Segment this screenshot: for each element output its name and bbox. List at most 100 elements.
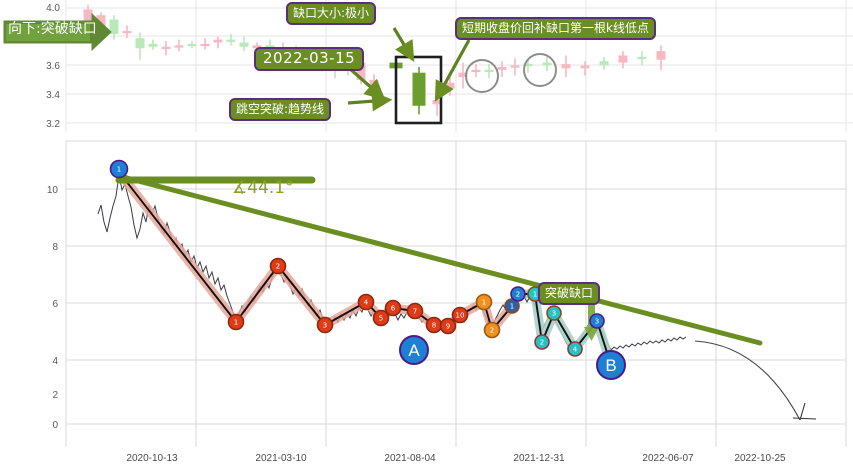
callout-gap-breakout-trendline[interactable]: 跳空突破:趋势线 [229, 98, 332, 121]
bottom-xtick-4: 2022-06-07 [642, 453, 694, 464]
wave-marker-m-t4[interactable] [567, 341, 583, 357]
forecast-arc [694, 340, 817, 421]
candle-body [618, 55, 628, 63]
top-ytick-3: 3.4 [46, 90, 60, 101]
wave-marker-m-t3[interactable] [546, 305, 562, 321]
wave-marker-label: 3 [595, 318, 599, 326]
big-marker-label: B [605, 356, 616, 375]
candle-body [161, 46, 171, 50]
candle-body [96, 15, 106, 29]
gap-fill-circle-2 [523, 53, 557, 87]
big-marker-B[interactable] [596, 350, 626, 380]
wave-marker-m-b1[interactable] [504, 298, 520, 314]
wave-marker-label: 1 [510, 303, 514, 311]
candle-body [122, 31, 132, 34]
bottom-xtick-1: 2021-03-10 [255, 453, 307, 464]
top-ytick-2: 3.6 [46, 61, 60, 72]
candle-body [542, 62, 552, 66]
candle-body [523, 64, 533, 67]
bottom-panel-y-axis: 10 8 6 4 2 0 [47, 185, 59, 431]
angle-annotation: ∡44.1° [232, 178, 294, 198]
candle-body [471, 69, 481, 73]
wave-marker-label: 1 [533, 291, 537, 299]
candle-body [83, 9, 93, 23]
bottom-ytick-5: 0 [52, 420, 58, 431]
wave-marker-m-b3[interactable] [589, 313, 605, 329]
top-ytick-4: 3.2 [46, 119, 60, 130]
wave-marker-label: 7 [413, 308, 417, 316]
wave-marker-m-9[interactable] [439, 317, 457, 335]
wave-marker-label: 2 [540, 339, 544, 347]
wave-marker-m-start[interactable] [109, 159, 129, 179]
callout-gap-size[interactable]: 缺口大小:极小 [286, 2, 377, 25]
candle-body [239, 42, 249, 47]
candle-body [637, 56, 647, 60]
candle-body [445, 82, 455, 89]
wave-marker-label: 2 [276, 263, 280, 271]
wave-marker-label: 9 [446, 323, 450, 331]
candle-body [458, 72, 468, 77]
candle-body [265, 45, 275, 49]
wave-marker-m-o1[interactable] [475, 293, 493, 311]
wave-marker-m-o2[interactable] [483, 321, 501, 339]
bottom-ytick-2: 6 [52, 299, 58, 310]
candle-body [510, 65, 520, 68]
wave-marker-m-b2[interactable] [510, 286, 526, 302]
wave-marker-m-7[interactable] [406, 302, 424, 320]
candle-body [484, 69, 494, 73]
bottom-panel-grid [65, 140, 847, 447]
callout-breakout-gap[interactable]: 突破缺口 [538, 282, 601, 305]
bottom-xtick-5: 2022-10-25 [734, 453, 786, 464]
candle-body [213, 39, 223, 43]
candle-body [252, 45, 262, 49]
wave-marker-label: 3 [552, 310, 556, 318]
candle-body [432, 100, 442, 105]
wave-marker-label: 8 [432, 322, 436, 330]
callout-down-breakout-gap[interactable]: 向下:突破缺口 [8, 21, 97, 37]
candle-body [174, 45, 184, 48]
wave-marker-label: 10 [456, 312, 465, 320]
annotation-arrows-top [347, 27, 471, 112]
wave-marker-label: 3 [323, 322, 327, 330]
wave-marker-m-6[interactable] [384, 299, 402, 317]
wave-marker-label: 1 [482, 299, 486, 307]
candle-body [135, 38, 145, 49]
bottom-xtick-2: 2021-08-04 [384, 453, 436, 464]
wave-band-red [114, 167, 517, 335]
candle-body [109, 19, 119, 34]
wave-marker-m-5[interactable] [372, 309, 390, 327]
candle-body [226, 39, 236, 42]
top-ytick-0: 4.0 [46, 3, 60, 14]
bottom-xtick-3: 2021-12-31 [513, 453, 565, 464]
wave-marker-label: 5 [379, 315, 383, 323]
callout-short-term-close-fill[interactable]: 短期收盘价回补缺口第一根k线低点 [455, 17, 656, 40]
wave-marker-m-1[interactable] [227, 313, 245, 331]
bottom-xtick-0: 2020-10-13 [126, 453, 178, 464]
down-breakout-gap-arrow [3, 12, 112, 52]
angle-rays [115, 173, 763, 346]
bottom-ytick-0: 10 [47, 185, 59, 196]
wave-marker-label: 4 [364, 299, 369, 307]
wave-marker-m-t2[interactable] [534, 334, 550, 350]
wave-marker-label: 2 [490, 327, 494, 335]
bottom-ytick-3: 4 [52, 356, 58, 367]
candle-body [187, 43, 197, 47]
wave-marker-label: 1 [234, 319, 238, 327]
wave-marker-label: 6 [391, 305, 396, 313]
candle-body [356, 62, 366, 80]
wave-marker-m-4[interactable] [357, 293, 375, 311]
wave-marker-label: 2 [516, 291, 520, 299]
wave-marker-label: 4 [573, 346, 578, 354]
gap-fill-circle-1 [465, 59, 499, 93]
wave-marker-m-10[interactable] [451, 306, 469, 324]
candle-body [200, 43, 210, 47]
big-marker-label: A [408, 341, 420, 360]
candle-body [561, 64, 571, 69]
callout-date[interactable]: 2022-03-15 [254, 47, 365, 71]
big-marker-A[interactable] [399, 335, 429, 365]
candle-body [656, 51, 666, 60]
candle-body [580, 65, 590, 69]
wave-marker-m-2[interactable] [269, 257, 287, 275]
wave-marker-m-3[interactable] [316, 316, 334, 334]
